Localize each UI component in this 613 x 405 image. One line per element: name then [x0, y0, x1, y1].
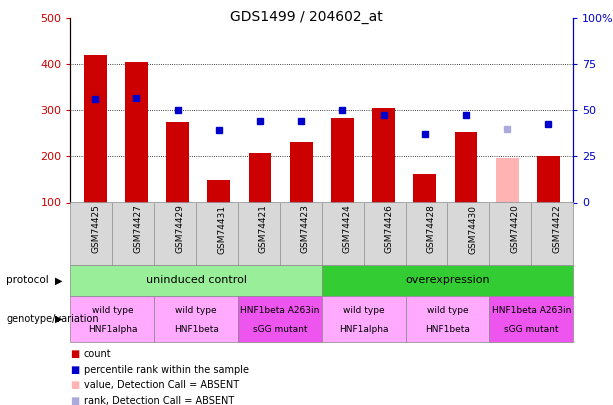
- Text: GSM74422: GSM74422: [552, 205, 562, 253]
- Text: ■: ■: [70, 365, 80, 375]
- Text: GSM74426: GSM74426: [385, 205, 394, 254]
- Text: GSM74424: GSM74424: [343, 205, 352, 253]
- Text: wild type: wild type: [343, 306, 384, 315]
- Bar: [372, 108, 395, 202]
- Bar: [331, 118, 354, 202]
- Text: HNF1beta: HNF1beta: [425, 325, 470, 334]
- Text: ▶: ▶: [55, 275, 62, 286]
- Bar: [537, 156, 560, 202]
- Text: ■: ■: [70, 380, 80, 390]
- Text: GSM74430: GSM74430: [468, 205, 478, 254]
- Text: wild type: wild type: [91, 306, 133, 315]
- Text: rank, Detection Call = ABSENT: rank, Detection Call = ABSENT: [84, 396, 234, 405]
- Text: sGG mutant: sGG mutant: [504, 325, 558, 334]
- Text: HNF1alpha: HNF1alpha: [339, 325, 389, 334]
- Bar: [166, 122, 189, 202]
- Bar: [125, 62, 148, 202]
- Text: genotype/variation: genotype/variation: [6, 314, 99, 324]
- Text: GSM74423: GSM74423: [301, 205, 310, 254]
- Text: GSM74420: GSM74420: [511, 205, 519, 254]
- Text: GDS1499 / 204602_at: GDS1499 / 204602_at: [230, 10, 383, 24]
- Text: count: count: [84, 350, 112, 359]
- Text: uninduced control: uninduced control: [146, 275, 246, 286]
- Text: HNF1beta: HNF1beta: [173, 325, 219, 334]
- Bar: [84, 55, 107, 202]
- Text: GSM74427: GSM74427: [134, 205, 142, 254]
- Text: HNF1beta A263in: HNF1beta A263in: [492, 306, 571, 315]
- Text: value, Detection Call = ABSENT: value, Detection Call = ABSENT: [84, 380, 239, 390]
- Text: wild type: wild type: [427, 306, 468, 315]
- Text: HNF1beta A263in: HNF1beta A263in: [240, 306, 319, 315]
- Text: GSM74428: GSM74428: [427, 205, 436, 254]
- Text: GSM74425: GSM74425: [91, 205, 101, 254]
- Bar: [455, 132, 478, 202]
- Text: GSM74421: GSM74421: [259, 205, 268, 254]
- Text: sGG mutant: sGG mutant: [253, 325, 307, 334]
- Text: percentile rank within the sample: percentile rank within the sample: [84, 365, 249, 375]
- Bar: [207, 180, 230, 202]
- Bar: [290, 142, 313, 202]
- Text: ■: ■: [70, 396, 80, 405]
- Text: overexpression: overexpression: [405, 275, 490, 286]
- Text: ▶: ▶: [55, 314, 62, 324]
- Text: HNF1alpha: HNF1alpha: [88, 325, 137, 334]
- Bar: [414, 174, 436, 202]
- Text: wild type: wild type: [175, 306, 217, 315]
- Text: ■: ■: [70, 350, 80, 359]
- Text: GSM74429: GSM74429: [175, 205, 185, 254]
- Bar: [496, 158, 519, 202]
- Text: protocol: protocol: [6, 275, 49, 286]
- Text: GSM74431: GSM74431: [217, 205, 226, 254]
- Bar: [249, 153, 272, 202]
